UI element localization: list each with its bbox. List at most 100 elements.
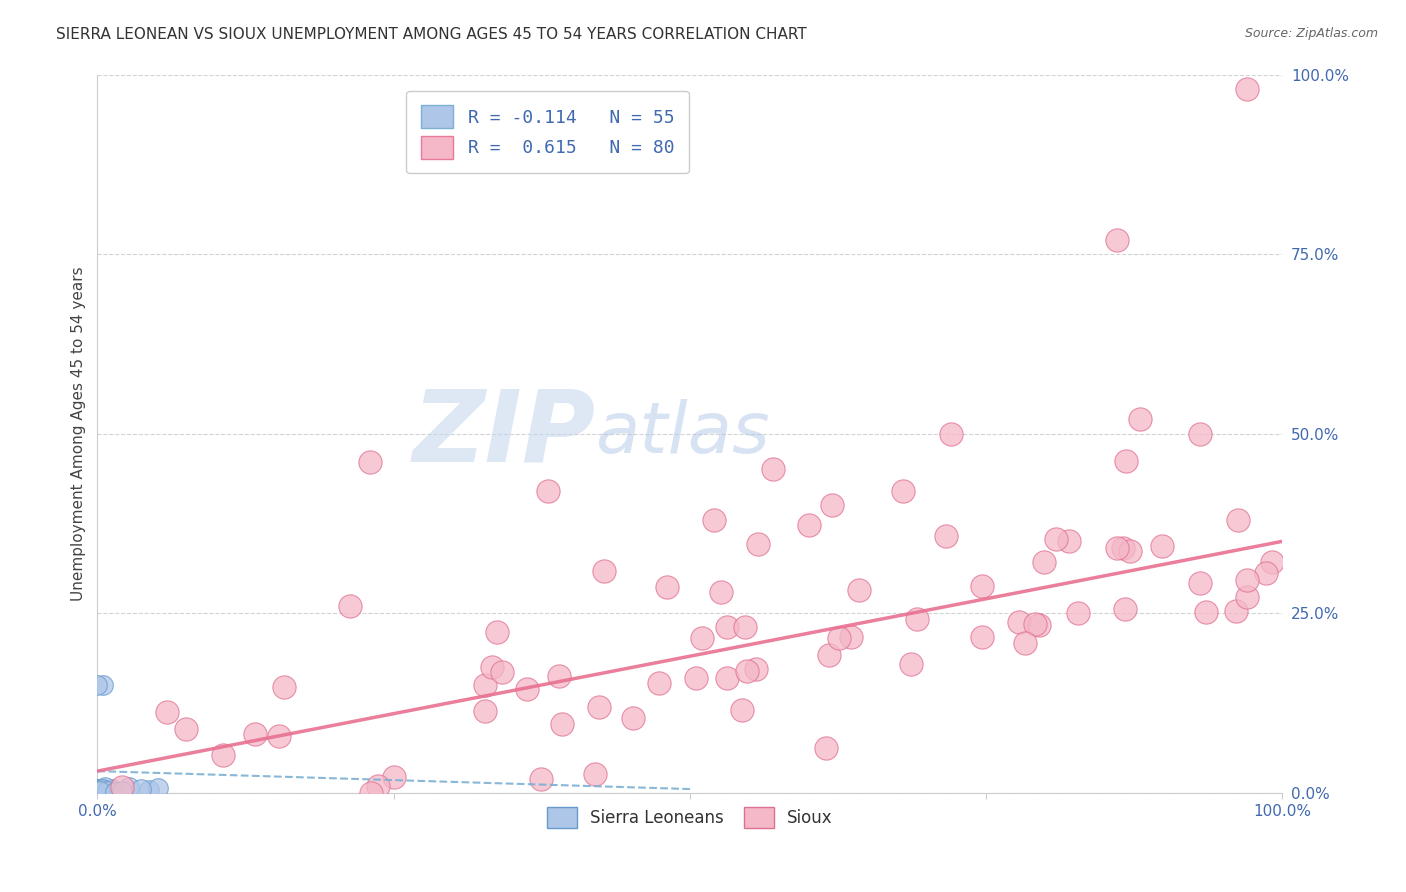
Point	[87, 785, 110, 799]
Point	[491, 665, 513, 679]
Point	[91, 783, 114, 797]
Point	[131, 782, 153, 797]
Point	[87, 785, 110, 799]
Point	[89, 782, 111, 797]
Point	[90, 784, 112, 798]
Point	[474, 678, 496, 692]
Point	[731, 703, 754, 717]
Point	[101, 785, 124, 799]
Point	[1105, 233, 1128, 247]
Point	[382, 770, 405, 784]
Point	[1032, 555, 1054, 569]
Point	[111, 780, 134, 795]
Point	[96, 785, 118, 799]
Point	[245, 727, 267, 741]
Point	[90, 785, 112, 799]
Point	[486, 625, 509, 640]
Point	[100, 784, 122, 798]
Point	[703, 513, 725, 527]
Point	[91, 781, 114, 796]
Point	[104, 785, 127, 799]
Point	[90, 782, 112, 797]
Point	[762, 462, 785, 476]
Point	[93, 782, 115, 797]
Point	[516, 682, 538, 697]
Point	[815, 740, 838, 755]
Point	[212, 748, 235, 763]
Point	[1188, 426, 1211, 441]
Point	[1014, 636, 1036, 650]
Point	[592, 565, 614, 579]
Point	[97, 783, 120, 797]
Point	[1112, 541, 1135, 555]
Point	[1105, 541, 1128, 556]
Point	[716, 671, 738, 685]
Point	[1129, 412, 1152, 426]
Point	[548, 669, 571, 683]
Point	[692, 631, 714, 645]
Point	[1008, 615, 1031, 629]
Point	[818, 648, 841, 662]
Point	[339, 599, 361, 613]
Point	[1119, 544, 1142, 558]
Point	[972, 579, 994, 593]
Point	[481, 660, 503, 674]
Point	[87, 785, 110, 799]
Point	[87, 784, 110, 798]
Point	[89, 785, 111, 799]
Point	[89, 783, 111, 797]
Point	[621, 711, 644, 725]
Point	[367, 779, 389, 793]
Point	[90, 786, 112, 800]
Point	[86, 782, 108, 797]
Point	[273, 681, 295, 695]
Point	[900, 657, 922, 671]
Point	[93, 785, 115, 799]
Point	[648, 675, 671, 690]
Text: ZIP: ZIP	[412, 385, 595, 482]
Point	[530, 772, 553, 787]
Point	[90, 785, 112, 799]
Point	[87, 784, 110, 798]
Point	[1057, 534, 1080, 549]
Point	[1024, 617, 1046, 632]
Point	[588, 700, 610, 714]
Point	[1150, 539, 1173, 553]
Point	[89, 785, 111, 799]
Point	[1045, 533, 1067, 547]
Point	[98, 785, 121, 799]
Point	[905, 612, 928, 626]
Point	[1256, 566, 1278, 581]
Point	[1261, 556, 1284, 570]
Point	[98, 785, 121, 799]
Point	[1115, 454, 1137, 468]
Point	[118, 780, 141, 795]
Point	[1225, 604, 1247, 618]
Point	[96, 784, 118, 798]
Point	[1195, 606, 1218, 620]
Point	[90, 785, 112, 799]
Point	[148, 781, 170, 796]
Point	[359, 455, 381, 469]
Point	[138, 782, 160, 797]
Point	[1066, 607, 1088, 621]
Point	[1236, 590, 1258, 604]
Point	[87, 784, 110, 798]
Point	[156, 705, 179, 719]
Point	[1188, 575, 1211, 590]
Point	[96, 786, 118, 800]
Point	[87, 784, 110, 798]
Point	[100, 781, 122, 796]
Point	[90, 784, 112, 798]
Point	[585, 767, 607, 781]
Point	[710, 585, 733, 599]
Point	[93, 782, 115, 797]
Point	[91, 784, 114, 798]
Point	[91, 786, 114, 800]
Point	[550, 717, 572, 731]
Point	[935, 529, 957, 543]
Y-axis label: Unemployment Among Ages 45 to 54 years: Unemployment Among Ages 45 to 54 years	[72, 267, 86, 601]
Text: atlas: atlas	[595, 399, 769, 468]
Point	[1236, 573, 1258, 587]
Text: SIERRA LEONEAN VS SIOUX UNEMPLOYMENT AMONG AGES 45 TO 54 YEARS CORRELATION CHART: SIERRA LEONEAN VS SIOUX UNEMPLOYMENT AMO…	[56, 27, 807, 42]
